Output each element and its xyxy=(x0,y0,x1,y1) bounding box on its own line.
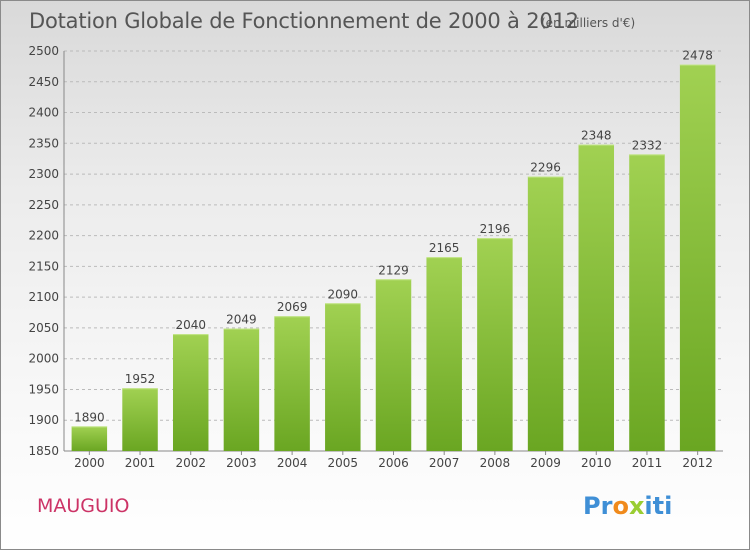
logo-letter: P xyxy=(583,492,601,520)
x-tick-label: 2001 xyxy=(125,456,156,470)
data-label: 2332 xyxy=(632,138,663,152)
y-tick-label: 2350 xyxy=(28,136,59,150)
y-tick-label: 2200 xyxy=(28,229,59,243)
bar xyxy=(578,144,615,452)
y-tick-label: 2500 xyxy=(28,44,59,58)
data-label: 2069 xyxy=(277,300,308,314)
unit-note: (en milliers d'€) xyxy=(541,16,636,30)
logo-letter: x xyxy=(628,492,645,520)
bar xyxy=(527,176,564,452)
logo-letter: r xyxy=(600,492,613,520)
data-label: 2196 xyxy=(480,222,511,236)
x-tick-label: 2012 xyxy=(682,456,713,470)
y-tick-label: 2400 xyxy=(28,106,59,120)
bar xyxy=(71,426,108,451)
bar xyxy=(477,238,513,451)
y-tick-label: 2050 xyxy=(28,321,59,335)
x-tick-label: 2005 xyxy=(328,456,359,470)
data-label: 2165 xyxy=(429,241,460,255)
x-tick-label: 2006 xyxy=(378,456,409,470)
logo-letter: o xyxy=(612,492,629,520)
bar xyxy=(679,64,716,452)
data-label: 2296 xyxy=(530,161,561,175)
logo-letter: t xyxy=(652,492,665,520)
data-label: 2049 xyxy=(226,313,257,327)
x-tick-label: 2007 xyxy=(429,456,460,470)
x-tick-label: 2003 xyxy=(226,456,257,470)
commune-name: MAUGUIO xyxy=(37,495,130,517)
y-tick-label: 2250 xyxy=(28,198,59,212)
logo-letter: i xyxy=(644,492,653,520)
bar xyxy=(325,303,361,451)
bar xyxy=(375,279,412,451)
data-label: 1890 xyxy=(74,410,105,424)
chart-title: Dotation Globale de Fonctionnement de 20… xyxy=(29,9,579,33)
y-tick-label: 2100 xyxy=(28,290,59,304)
x-tick-label: 2009 xyxy=(530,456,561,470)
bar xyxy=(172,334,209,451)
y-tick-label: 2300 xyxy=(28,167,59,181)
y-tick-label: 1900 xyxy=(28,413,59,427)
x-tick-label: 2010 xyxy=(581,456,612,470)
data-label: 2478 xyxy=(682,49,713,63)
logo-letter: i xyxy=(664,492,673,520)
data-label: 2090 xyxy=(328,287,359,301)
x-tick-label: 2000 xyxy=(74,456,105,470)
bar xyxy=(122,388,158,451)
data-label: 1952 xyxy=(125,372,156,386)
y-tick-labels: 1850 1900 1950 2000 2050 2100 2150 2200 2250 2300… xyxy=(28,44,59,458)
proxiti-logo: Proxiti xyxy=(583,492,672,520)
data-label: 2348 xyxy=(581,129,612,143)
bar xyxy=(629,154,665,451)
data-label: 2129 xyxy=(378,263,409,277)
y-tick-label: 2450 xyxy=(28,75,59,89)
data-label: 2040 xyxy=(175,318,206,332)
x-tick-label: 2008 xyxy=(480,456,511,470)
x-tick-label: 2011 xyxy=(632,456,663,470)
y-tick-label: 2000 xyxy=(28,352,59,366)
data-labels: 1890 1952 2040 2049 2069 2090 2129 2165 2196 2296… xyxy=(74,49,713,425)
bar xyxy=(223,328,260,451)
bar xyxy=(274,316,310,451)
bars xyxy=(71,64,716,452)
bar xyxy=(426,257,462,451)
y-tick-label: 2150 xyxy=(28,259,59,273)
x-tick-label: 2004 xyxy=(277,456,308,470)
y-tick-label: 1850 xyxy=(28,444,59,458)
y-tick-label: 1950 xyxy=(28,382,59,396)
x-tick-label: 2002 xyxy=(175,456,206,470)
x-tick-labels: 2000 2001 2002 2003 2004 2005 2006 2007 2008 2009… xyxy=(74,451,713,470)
